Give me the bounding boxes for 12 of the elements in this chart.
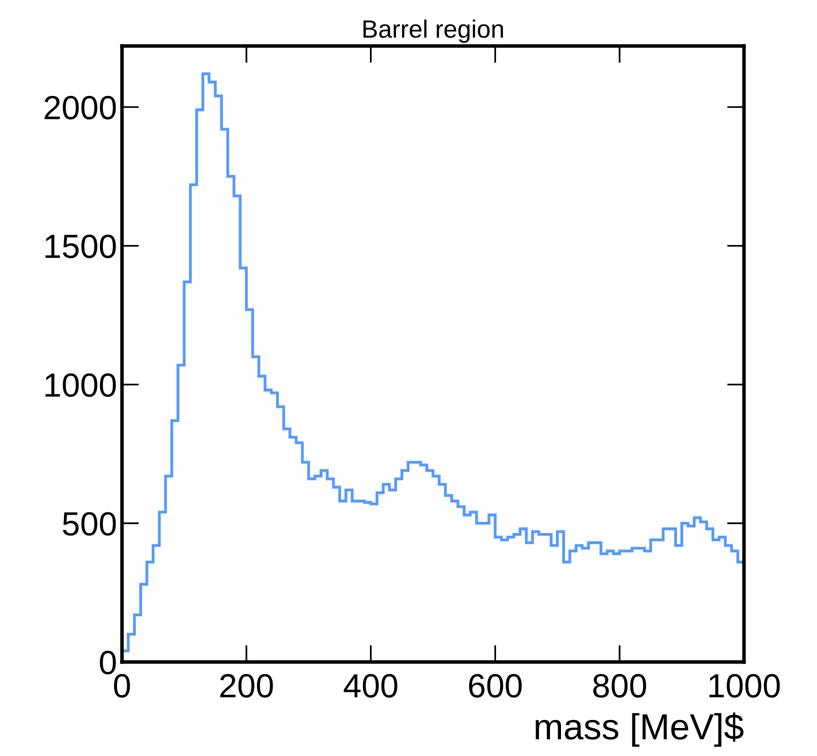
x-tick-label: 800 xyxy=(593,674,646,698)
y-tick-label: 2000 xyxy=(44,96,116,120)
chart-title: Barrel region xyxy=(363,20,503,43)
y-tick-label: 1500 xyxy=(46,234,116,258)
x-axis-title: mass [MeV]$ xyxy=(536,712,744,747)
y-tick-label: 500 xyxy=(62,512,116,536)
x-tick-label: 600 xyxy=(469,674,522,698)
y-tick-label: 1000 xyxy=(46,373,116,397)
x-tick-label: 400 xyxy=(344,674,398,698)
x-tick-label: 200 xyxy=(220,674,273,698)
x-tick-label: 1000 xyxy=(709,674,780,698)
y-tick-label: 0 xyxy=(100,650,116,674)
